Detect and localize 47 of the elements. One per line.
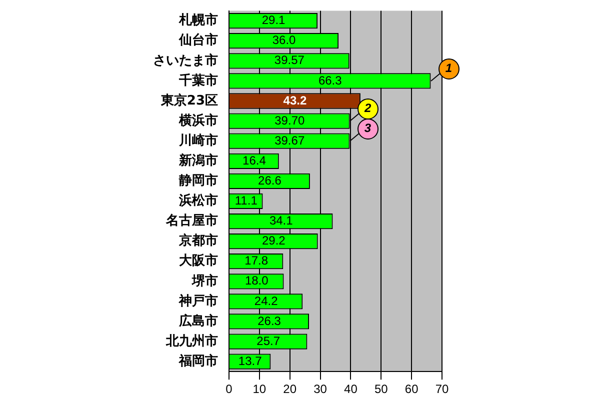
data-label: 43.2: [283, 93, 307, 108]
y-tick-label: 広島市: [178, 312, 218, 329]
data-label: 24.2: [254, 294, 278, 308]
data-label: 16.4: [242, 153, 266, 168]
annotation: 1: [444, 60, 454, 75]
annotation: 2: [363, 101, 372, 116]
annotation: 3: [363, 121, 372, 136]
data-label: 39.67: [274, 133, 305, 148]
y-tick-label: 大阪市: [179, 252, 218, 269]
y-tick-label: 横浜市: [178, 112, 218, 128]
x-tick-label: 10: [252, 382, 266, 396]
y-tick-label: 静岡市: [178, 172, 218, 189]
y-tick-label: 千葉市: [178, 72, 218, 88]
data-label: 11.1: [234, 194, 258, 208]
data-label: 25.7: [256, 334, 280, 348]
data-label: 26.6: [258, 173, 282, 188]
y-tick-label: 福岡市: [178, 352, 218, 369]
y-tick-label: 仙台市: [178, 32, 218, 48]
x-tick-label: 40: [344, 382, 358, 396]
data-label: 34.1: [269, 214, 294, 228]
data-label: 17.8: [244, 254, 268, 268]
y-tick-label: 名古屋市: [165, 212, 218, 229]
x-tick-label: 20: [283, 382, 297, 396]
data-label: 29.1: [262, 13, 286, 28]
data-label: 39.70: [274, 113, 305, 128]
y-tick-label: 東京23区: [160, 92, 218, 108]
x-tick-label: 70: [435, 382, 449, 396]
data-label: 39.57: [274, 53, 305, 68]
x-tick-label: 30: [314, 382, 328, 396]
x-tick-label: 0: [226, 382, 233, 396]
data-label: 13.7: [238, 354, 262, 368]
data-label: 18.0: [244, 274, 269, 288]
data-label: 66.3: [318, 73, 342, 88]
data-label: 36.0: [272, 33, 296, 48]
y-tick-label: 堺市: [191, 272, 218, 289]
y-tick-label: 札幌市: [178, 12, 218, 28]
data-label: 29.2: [262, 234, 286, 248]
y-tick-label: 浜松市: [178, 192, 218, 209]
y-tick-label: 川崎市: [178, 132, 218, 148]
y-tick-label: さいたま市: [153, 52, 218, 68]
y-tick-label: 北九州市: [165, 332, 218, 349]
data-label: 26.3: [258, 314, 282, 328]
x-tick-label: 50: [374, 382, 388, 396]
y-tick-label: 京都市: [178, 232, 218, 249]
x-tick-label: 60: [404, 382, 419, 396]
y-tick-label: 新潟市: [178, 152, 218, 169]
y-tick-label: 神戸市: [178, 292, 218, 309]
